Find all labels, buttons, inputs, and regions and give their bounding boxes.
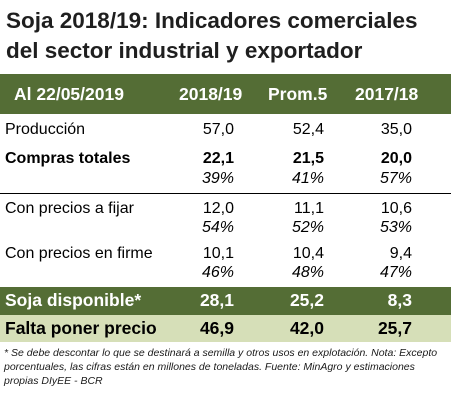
value-prom5: 52,4 bbox=[292, 121, 324, 138]
row-label: Con precios en firme bbox=[5, 245, 153, 262]
value-2018-19: 12,0 bbox=[202, 200, 234, 217]
footnote: * Se debe descontar lo que se destinará … bbox=[4, 347, 438, 387]
value-2017-18: 8,3 bbox=[387, 290, 412, 310]
value-2017-18: 25,7 bbox=[377, 318, 412, 338]
pct-prom5: 48% bbox=[291, 264, 324, 281]
title-line-1: Soja 2018/19: Indicadores comerciales bbox=[6, 8, 418, 33]
value-2017-18: 10,6 bbox=[380, 200, 412, 217]
row-separator bbox=[0, 193, 451, 194]
title-line-2: del sector industrial y exportador bbox=[6, 38, 363, 63]
pct-prom5: 41% bbox=[291, 170, 324, 187]
value-2018-19: 46,9 bbox=[199, 318, 234, 338]
row-label: Soja disponible* bbox=[5, 290, 142, 310]
header-row: Al 22/05/2019 2018/19 Prom.5 2017/18 bbox=[0, 74, 451, 114]
value-2018-19: 10,1 bbox=[202, 245, 234, 262]
pct-2017-18: 53% bbox=[379, 219, 412, 236]
col-header-2018-19: 2018/19 bbox=[179, 84, 243, 104]
date-header: Al 22/05/2019 bbox=[14, 84, 124, 104]
value-2017-18: 9,4 bbox=[389, 245, 412, 262]
pct-prom5: 52% bbox=[291, 219, 324, 236]
value-prom5: 11,1 bbox=[294, 200, 324, 217]
table-title: Soja 2018/19: Indicadores comerciales de… bbox=[6, 6, 446, 66]
pct-2018-19: 39% bbox=[201, 170, 234, 187]
row-label: Con precios a fijar bbox=[5, 200, 134, 217]
row-soja-disponible: Soja disponible* 28,1 25,2 8,3 bbox=[0, 287, 451, 315]
value-prom5: 42,0 bbox=[289, 318, 324, 338]
pct-2017-18: 57% bbox=[379, 170, 412, 187]
value-2018-19: 28,1 bbox=[199, 290, 234, 310]
value-prom5: 10,4 bbox=[292, 245, 324, 262]
value-prom5: 21,5 bbox=[292, 150, 324, 167]
value-2017-18: 35,0 bbox=[380, 121, 412, 138]
value-prom5: 25,2 bbox=[289, 290, 324, 310]
col-header-prom5: Prom.5 bbox=[268, 84, 328, 104]
value-2018-19: 22,1 bbox=[202, 150, 234, 167]
value-2018-19: 57,0 bbox=[202, 121, 234, 138]
pct-2018-19: 46% bbox=[201, 264, 234, 281]
col-header-2017-18: 2017/18 bbox=[355, 84, 419, 104]
value-2017-18: 20,0 bbox=[380, 150, 412, 167]
pct-2017-18: 47% bbox=[379, 264, 412, 281]
row-falta-poner-precio: Falta poner precio 46,9 42,0 25,7 bbox=[0, 315, 451, 342]
row-label: Producción bbox=[5, 121, 86, 138]
row-label: Falta poner precio bbox=[5, 318, 157, 338]
pct-2018-19: 54% bbox=[201, 219, 234, 236]
row-label: Compras totales bbox=[5, 150, 131, 167]
